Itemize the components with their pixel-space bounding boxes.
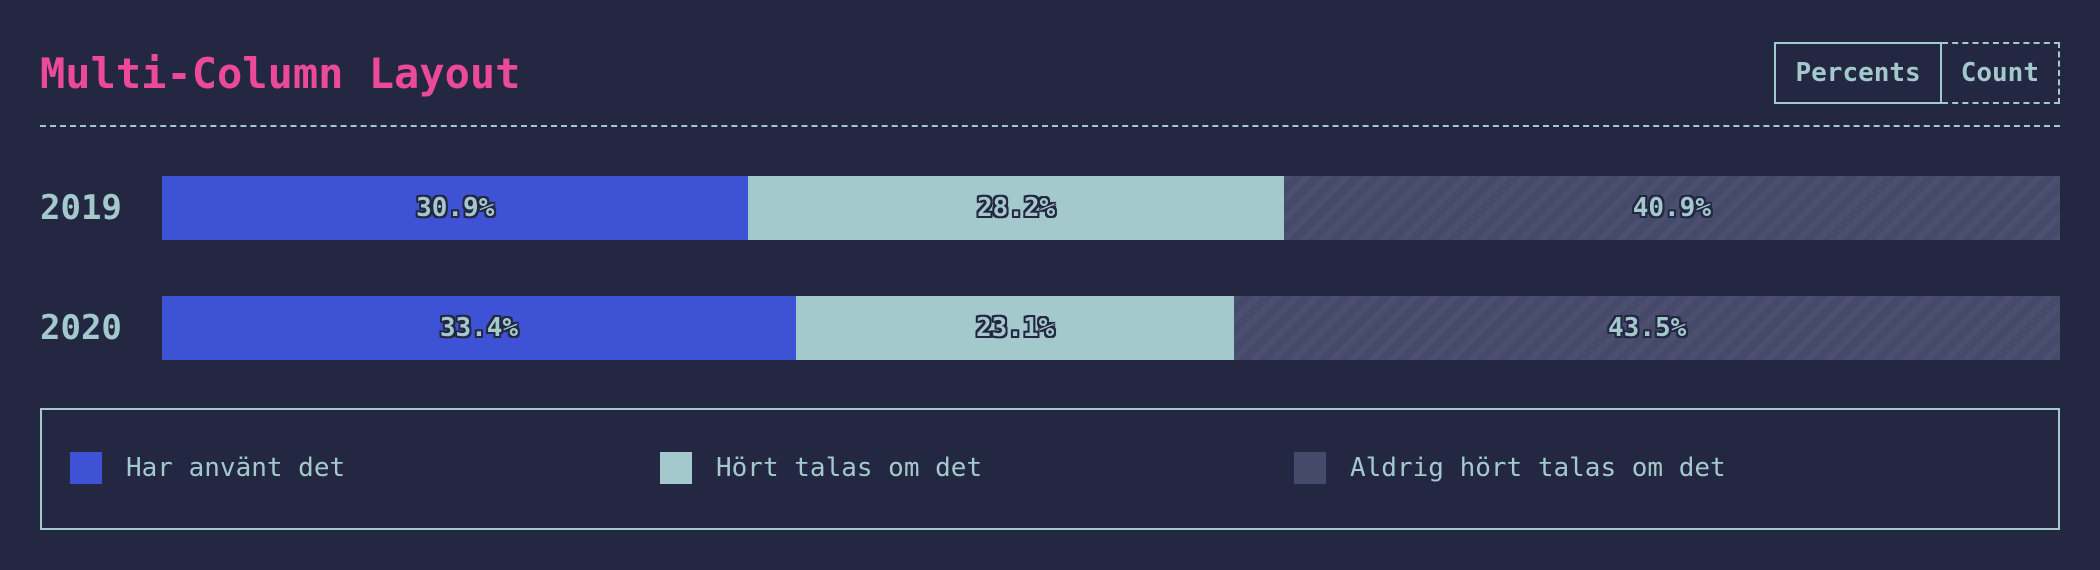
bar-segment-2020-aldrig-hort: 43.5% bbox=[1234, 296, 2060, 360]
bar-2020: 33.4% 23.1% 43.5% bbox=[162, 296, 2060, 360]
row-label-2020: 2020 bbox=[40, 308, 122, 348]
legend-label: Hört talas om det bbox=[716, 453, 983, 483]
bar-segment-2019-aldrig-hort: 40.9% bbox=[1283, 176, 2060, 240]
legend-label: Har använt det bbox=[126, 453, 346, 483]
row-label-2019: 2019 bbox=[40, 188, 122, 228]
legend-item-hort-talas[interactable]: Hört talas om det bbox=[660, 452, 982, 484]
percents-button[interactable]: Percents bbox=[1774, 42, 1942, 104]
bar-row-2020: 2020 33.4% 23.1% 43.5% bbox=[40, 296, 2060, 360]
legend-swatch bbox=[1294, 452, 1326, 484]
page-title: Multi-Column Layout bbox=[40, 49, 521, 98]
legend-item-har-anvant[interactable]: Har använt det bbox=[70, 452, 345, 484]
bar-segment-2020-har-anvant: 33.4% bbox=[162, 296, 796, 360]
legend-label: Aldrig hört talas om det bbox=[1350, 453, 1726, 483]
bar-2019: 30.9% 28.2% 40.9% bbox=[162, 176, 2060, 240]
view-toggle: Percents Count bbox=[1774, 42, 2060, 104]
title-divider bbox=[40, 125, 2060, 127]
legend-item-aldrig-hort[interactable]: Aldrig hört talas om det bbox=[1294, 452, 1726, 484]
bar-segment-2020-hort-talas: 23.1% bbox=[795, 296, 1235, 360]
bar-row-2019: 2019 30.9% 28.2% 40.9% bbox=[40, 176, 2060, 240]
bar-segment-2019-har-anvant: 30.9% bbox=[162, 176, 749, 240]
count-button[interactable]: Count bbox=[1941, 42, 2060, 104]
legend-swatch bbox=[660, 452, 692, 484]
legend-swatch bbox=[70, 452, 102, 484]
bar-segment-2019-hort-talas: 28.2% bbox=[748, 176, 1284, 240]
legend: Har använt det Hört talas om det Aldrig … bbox=[40, 408, 2060, 530]
